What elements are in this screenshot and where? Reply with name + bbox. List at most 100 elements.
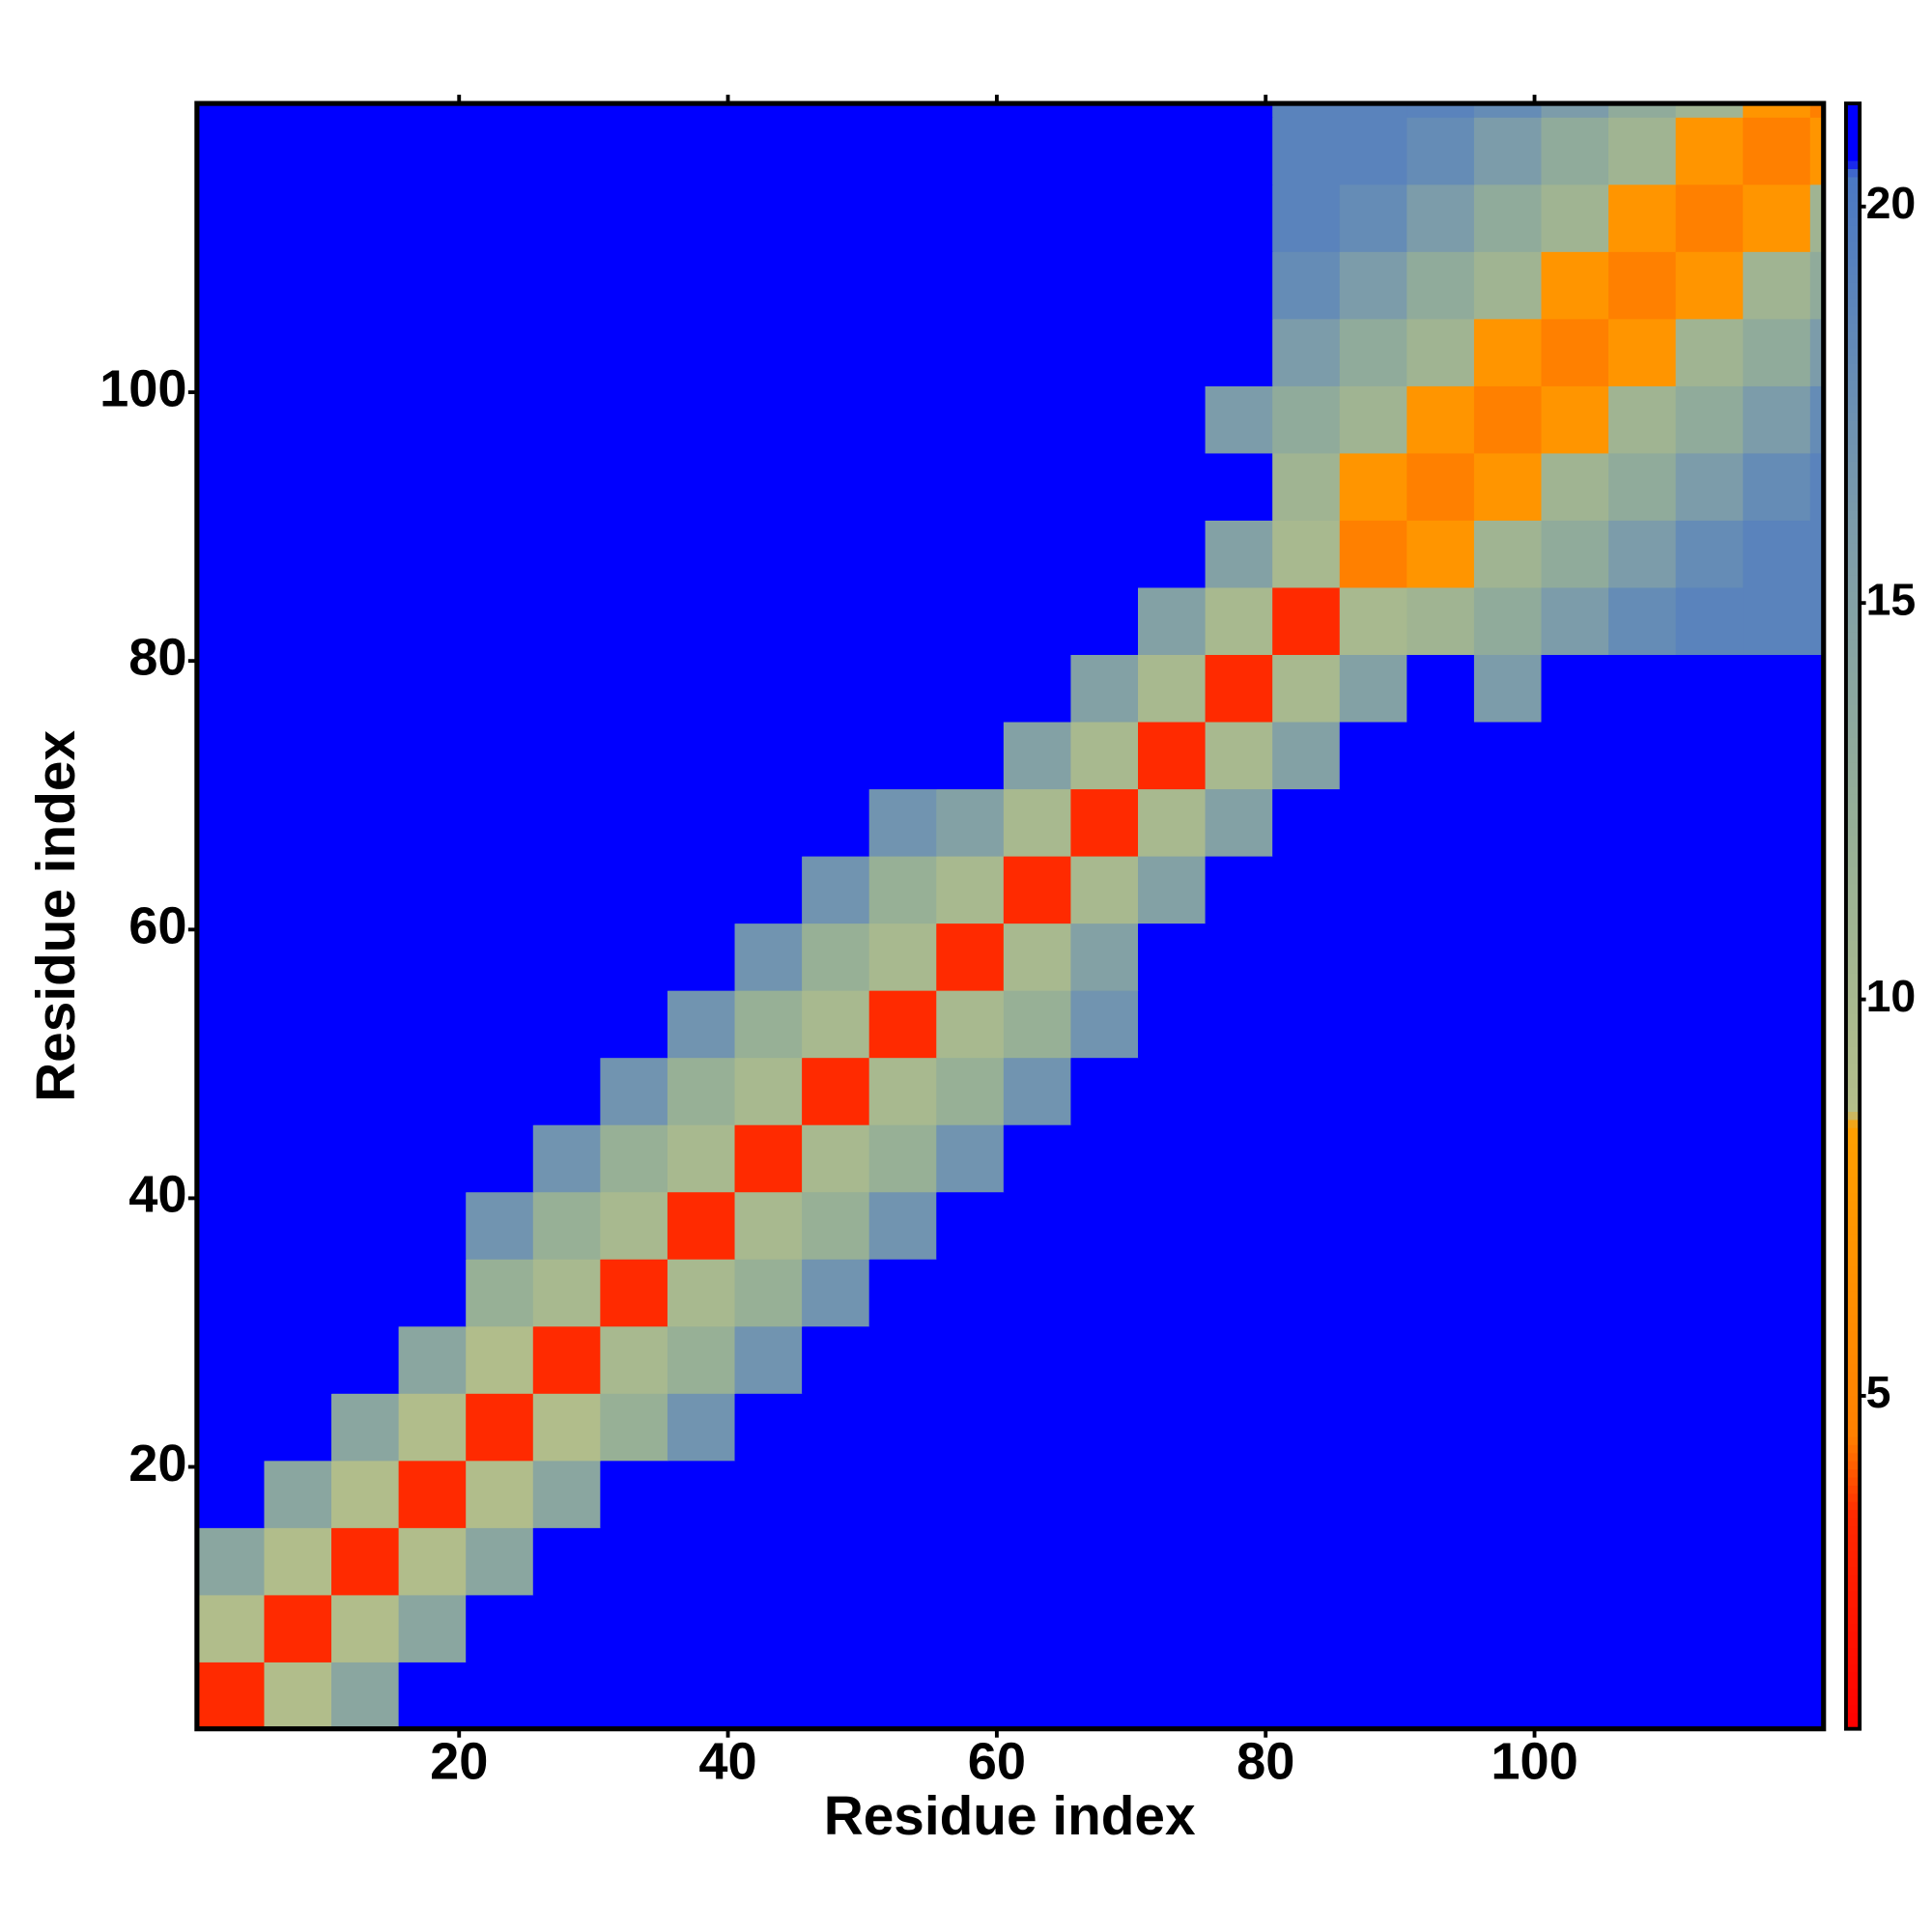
heatmap-cell: [868, 1258, 938, 1327]
heatmap-cell: [802, 1527, 870, 1596]
colorbar-segment: [1845, 1151, 1861, 1161]
colorbar-segment: [1845, 1240, 1861, 1250]
heatmap-cell: [802, 184, 870, 252]
heatmap-cell: [1003, 318, 1072, 386]
heatmap-cell: [1743, 654, 1811, 723]
heatmap-cell: [1205, 1325, 1273, 1394]
colorbar-segment: [1845, 810, 1861, 820]
heatmap-cell: [1003, 586, 1072, 656]
heatmap-cell: [802, 1393, 870, 1462]
heatmap-cell: [1473, 103, 1543, 118]
heatmap-cell: [532, 103, 602, 118]
heatmap-cell: [1809, 385, 1825, 454]
colorbar-segment: [1845, 1127, 1861, 1137]
heatmap-cell: [532, 923, 602, 991]
heatmap-cell: [1809, 989, 1825, 1059]
heatmap-cell: [1070, 251, 1139, 320]
heatmap-cell: [1406, 989, 1475, 1059]
colorbar-segment: [1845, 1501, 1861, 1511]
heatmap-cell: [1608, 586, 1677, 656]
heatmap-cell: [1743, 989, 1811, 1059]
heatmap-cell: [667, 923, 736, 991]
heatmap-cell: [1406, 1191, 1475, 1260]
heatmap-cell: [868, 855, 938, 924]
colorbar-segment: [1845, 1273, 1861, 1283]
heatmap-cell: [1541, 654, 1609, 723]
heatmap-cell: [398, 1393, 467, 1462]
heatmap-cell: [1406, 1460, 1475, 1528]
heatmap-cell: [331, 1393, 400, 1462]
heatmap-cell: [331, 721, 400, 790]
heatmap-cell: [1473, 721, 1543, 790]
colorbar-segment: [1845, 1712, 1861, 1721]
heatmap-cell: [1339, 103, 1408, 118]
heatmap-cell: [936, 721, 1005, 790]
heatmap-cell: [331, 989, 400, 1059]
heatmap-cell: [264, 721, 332, 790]
heatmap-cell: [1608, 1662, 1677, 1730]
heatmap-cell: [936, 654, 1005, 723]
heatmap-cell: [398, 1057, 467, 1125]
heatmap-cell: [398, 1527, 467, 1596]
colorbar-segment: [1845, 949, 1861, 958]
colorbar-segment: [1845, 745, 1861, 754]
heatmap-cell: [466, 1258, 534, 1327]
heatmap-cell: [398, 1662, 467, 1730]
heatmap-cell: [802, 654, 870, 723]
heatmap-cell: [1272, 1460, 1341, 1528]
heatmap-cell: [936, 1191, 1005, 1260]
colorbar-segment: [1845, 1461, 1861, 1470]
heatmap-cell: [532, 855, 602, 924]
colorbar-segment: [1845, 1704, 1861, 1714]
colorbar-segment: [1845, 867, 1861, 876]
heatmap-cell: [1070, 452, 1139, 521]
heatmap-cell: [1473, 1258, 1543, 1327]
x-tick-label: 20: [430, 1732, 488, 1790]
heatmap-cell: [264, 923, 332, 991]
heatmap-cell: [1070, 1662, 1139, 1730]
heatmap-cell: [1339, 1594, 1408, 1662]
heatmap-cell: [1809, 1123, 1825, 1193]
heatmap-cell: [1743, 251, 1811, 320]
colorbar-segment: [1845, 1021, 1861, 1031]
heatmap-cell: [532, 184, 602, 252]
heatmap-cell: [1473, 788, 1543, 857]
heatmap-cell: [1675, 923, 1745, 991]
heatmap-cell: [264, 1594, 332, 1662]
colorbar-segment: [1845, 558, 1861, 568]
colorbar-segment: [1845, 452, 1861, 462]
colorbar-frame: [1844, 101, 1862, 1731]
colorbar-segment: [1845, 1168, 1861, 1178]
heatmap-cell: [331, 117, 400, 185]
heatmap-cell: [1138, 520, 1207, 588]
heatmap-cell: [466, 788, 534, 857]
colorbar-segment: [1845, 477, 1861, 487]
heatmap-cell: [1138, 1123, 1207, 1193]
heatmap-cell: [600, 520, 668, 588]
heatmap-cell: [802, 1662, 870, 1730]
heatmap-cell: [1675, 1191, 1745, 1260]
heatmap-cell: [1339, 385, 1408, 454]
heatmap-cell: [331, 1191, 400, 1260]
colorbar-segment: [1845, 1354, 1861, 1364]
colorbar-segment: [1845, 493, 1861, 502]
heatmap-cell: [398, 1123, 467, 1193]
heatmap-cell: [734, 452, 803, 521]
colorbar-segment: [1845, 973, 1861, 982]
heatmap-cell: [667, 1191, 736, 1260]
heatmap-cell: [398, 452, 467, 521]
colorbar-segment: [1845, 728, 1861, 738]
heatmap-cell: [331, 586, 400, 656]
heatmap-cell: [1272, 1123, 1341, 1193]
heatmap-cell: [1138, 788, 1207, 857]
heatmap-cell: [1339, 1393, 1408, 1462]
colorbar-segment: [1845, 566, 1861, 576]
heatmap-cell: [936, 1527, 1005, 1596]
heatmap-cell: [1138, 452, 1207, 521]
heatmap-cell: [532, 1662, 602, 1730]
colorbar-segment: [1845, 737, 1861, 747]
heatmap-cell: [264, 385, 332, 454]
heatmap-cell: [1473, 385, 1543, 454]
heatmap-cell: [532, 1191, 602, 1260]
heatmap-cell: [600, 1123, 668, 1193]
